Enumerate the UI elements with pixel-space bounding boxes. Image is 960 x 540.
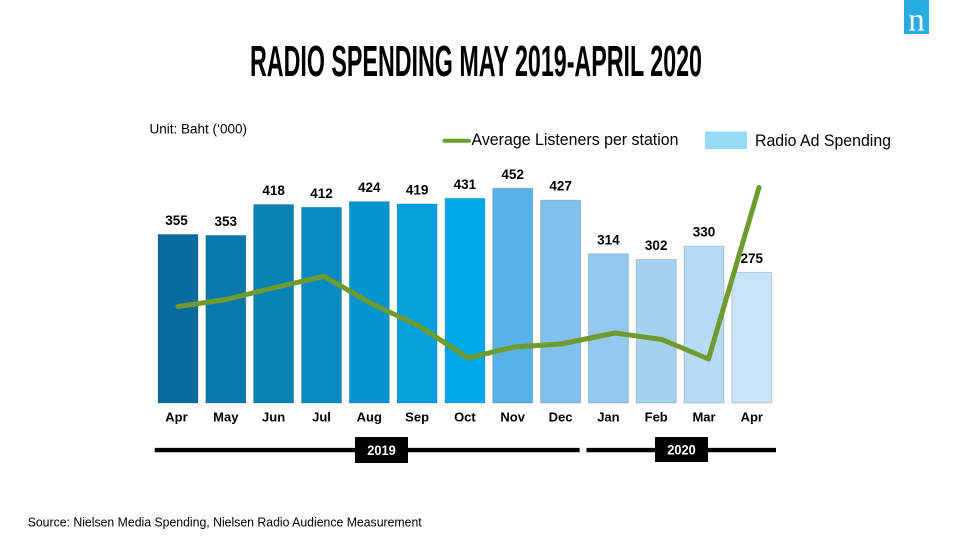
svg-text:May: May [213,410,239,425]
svg-text:Oct: Oct [454,410,476,425]
svg-text:452: 452 [501,167,524,182]
svg-text:Apr: Apr [741,410,763,425]
svg-text:419: 419 [406,183,429,198]
svg-text:355: 355 [165,213,188,228]
svg-text:Mar: Mar [692,410,715,425]
svg-text:Source: Nielsen Media Spending: Source: Nielsen Media Spending, Nielsen … [28,514,422,529]
svg-text:418: 418 [262,183,285,198]
svg-text:Jan: Jan [597,410,619,425]
svg-text:2020: 2020 [667,441,696,457]
svg-text:424: 424 [358,180,381,195]
svg-text:Jul: Jul [312,410,331,425]
svg-text:427: 427 [549,179,572,194]
svg-text:275: 275 [741,251,764,266]
svg-text:Feb: Feb [645,410,668,425]
svg-text:Sep: Sep [405,410,429,425]
svg-text:302: 302 [645,238,668,253]
svg-text:Apr: Apr [165,410,187,425]
svg-text:353: 353 [215,214,238,229]
svg-text:Average Listeners per station: Average Listeners per station [472,131,679,149]
svg-text:314: 314 [597,232,620,247]
svg-text:2019: 2019 [367,442,396,458]
svg-text:Aug: Aug [357,410,382,425]
svg-text:Unit: Baht (‘000): Unit: Baht (‘000) [150,121,248,136]
svg-text:412: 412 [310,186,333,201]
svg-text:n: n [908,3,925,39]
svg-text:431: 431 [454,177,477,192]
svg-text:Dec: Dec [549,410,573,425]
svg-text:330: 330 [693,225,716,240]
svg-text:RADIO SPENDING MAY 2019-APRIL: RADIO SPENDING MAY 2019-APRIL 2020 [250,37,702,86]
svg-text:Radio Ad Spending: Radio Ad Spending [755,132,891,150]
svg-text:Nov: Nov [500,410,525,425]
svg-text:Jun: Jun [262,410,285,425]
